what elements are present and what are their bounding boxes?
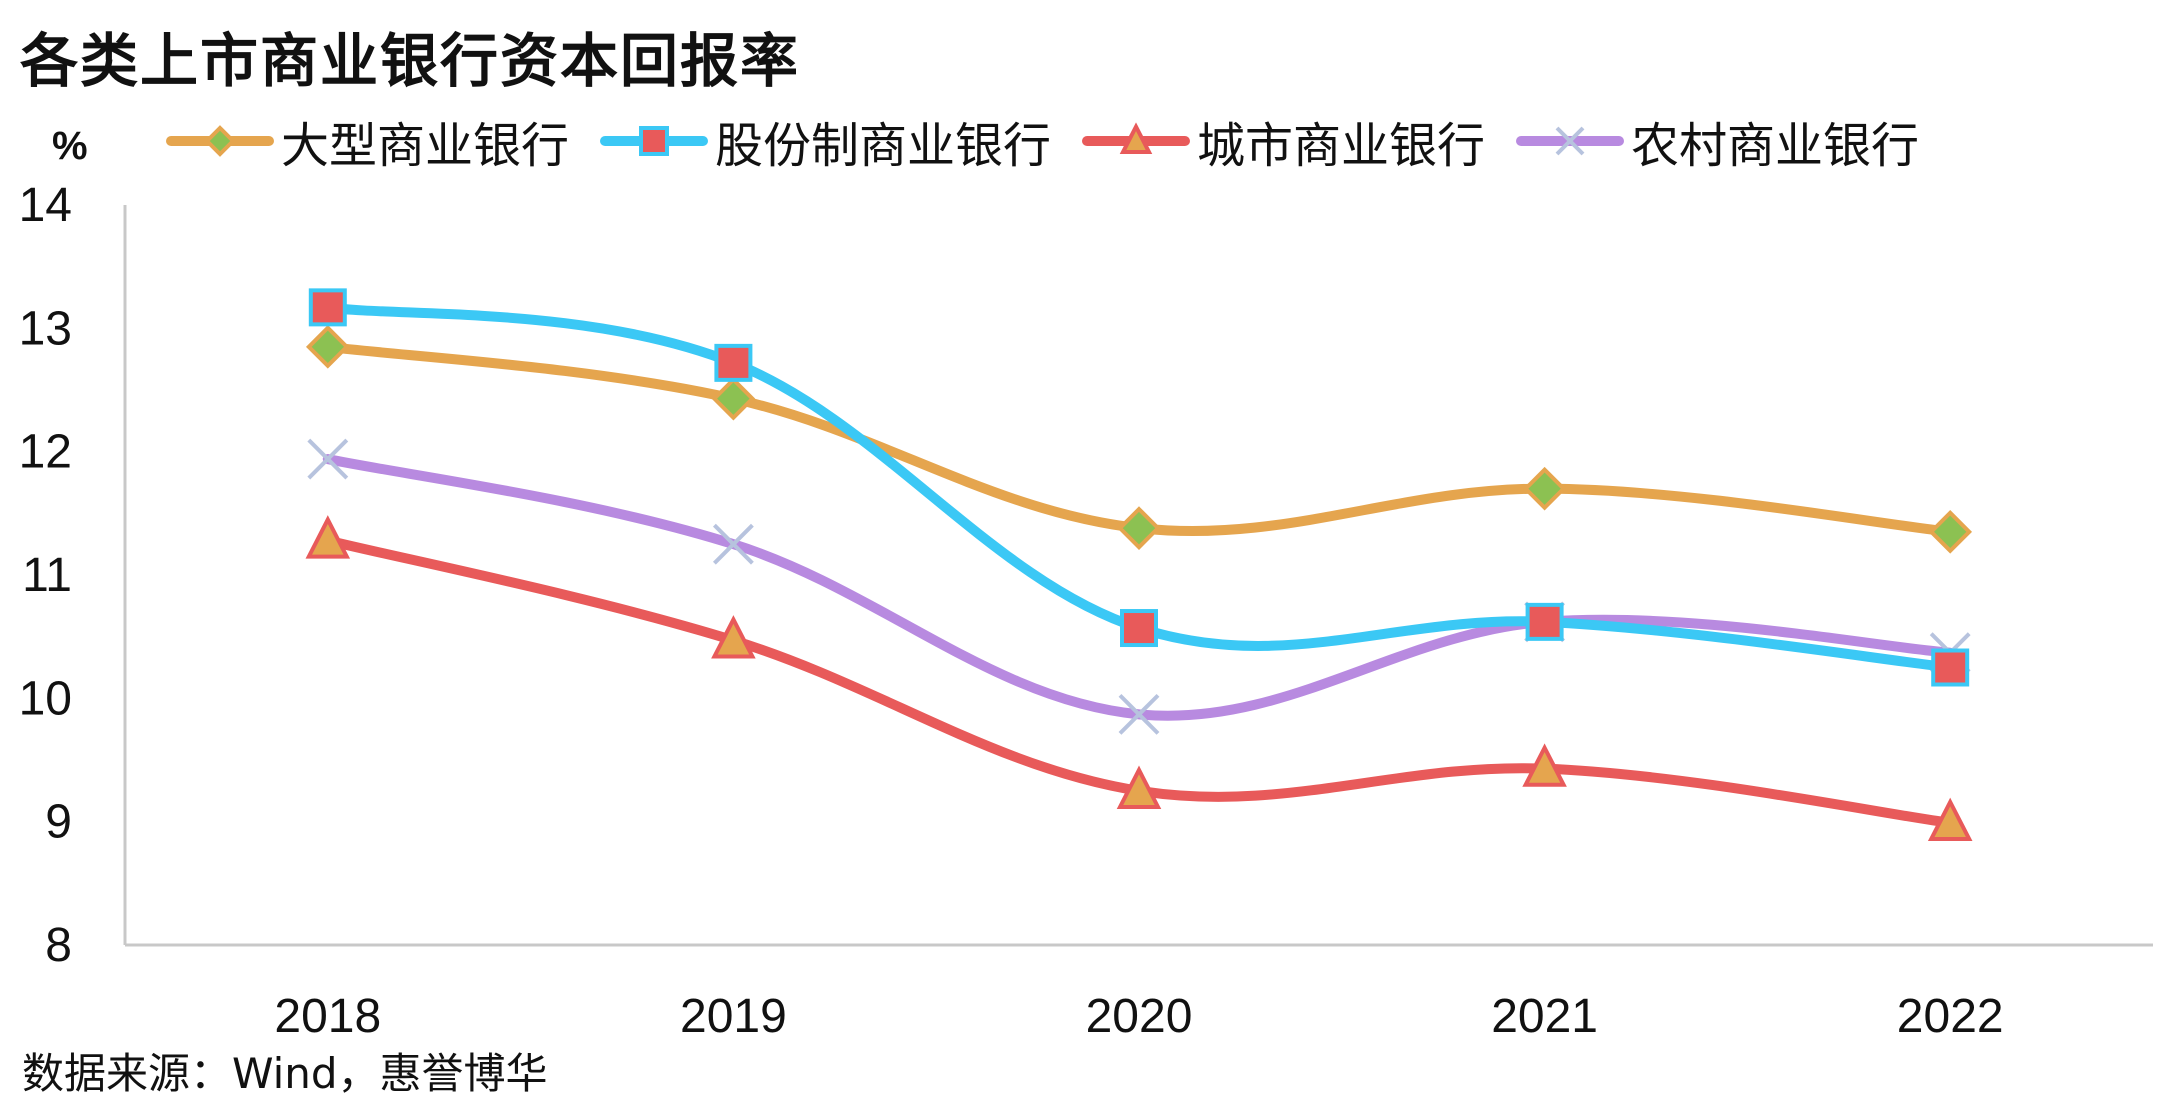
legend-swatch <box>1516 126 1625 156</box>
legend-marker <box>1555 126 1585 156</box>
y-tick-label: 10 <box>19 672 72 725</box>
legend-item: 股份制商业银行 <box>599 106 1051 176</box>
series-0 <box>305 325 1973 554</box>
data-point-marker <box>711 615 756 659</box>
legend-item: 大型商业银行 <box>165 106 569 176</box>
data-point-marker <box>1118 693 1160 735</box>
legend-swatch <box>600 126 709 156</box>
x-tick-label: 2018 <box>274 990 381 1040</box>
legend: 大型商业银行 股份制商业银行 城市商业银行 农村商业银行 <box>165 108 1949 174</box>
legend-label: 大型商业银行 <box>281 118 570 174</box>
legend-swatch <box>166 125 274 157</box>
data-point-marker <box>1522 466 1567 511</box>
series-3 <box>307 438 1971 735</box>
data-point-marker <box>1928 510 1973 554</box>
data-point-marker <box>1116 765 1162 809</box>
chart-title: 各类上市商业银行资本回报率 <box>20 27 801 95</box>
legend-label: 农村商业银行 <box>1631 118 1920 174</box>
data-point-marker <box>1525 602 1564 641</box>
legend-label: 城市商业银行 <box>1197 118 1486 174</box>
data-point-marker <box>1120 609 1158 648</box>
line-chart: 8 9 10 11 12 13 14 2018 2019 2020 2021 2022 <box>19 179 2153 1040</box>
legend-item: 城市商业银行 <box>1081 106 1485 176</box>
series-1 <box>308 288 1970 687</box>
legend-label: 股份制商业银行 <box>715 118 1052 174</box>
data-point-marker <box>1931 648 1970 687</box>
x-tick-label: 2022 <box>1897 990 2004 1040</box>
legend-marker <box>204 125 236 157</box>
x-tick-label: 2019 <box>680 990 787 1040</box>
data-point-marker <box>308 288 347 327</box>
x-tick-label: 2020 <box>1086 990 1193 1040</box>
data-point-marker <box>307 438 349 480</box>
data-point-marker <box>1117 506 1161 550</box>
y-tick-label: 13 <box>19 302 72 355</box>
source-note: 数据来源：Wind，惠誉博华 <box>22 1049 548 1098</box>
series-2 <box>305 515 1973 842</box>
data-point-marker <box>712 523 754 565</box>
y-tick-label: 8 <box>45 919 72 972</box>
legend-swatch <box>1082 122 1191 155</box>
data-point-marker <box>714 343 753 382</box>
y-tick-label: 9 <box>45 796 72 849</box>
y-unit-label: % <box>52 124 88 168</box>
legend-marker <box>639 126 670 156</box>
data-point-marker <box>305 325 350 369</box>
data-point-marker <box>711 376 756 421</box>
data-point-marker <box>1927 797 1973 842</box>
y-tick-label: 11 <box>22 549 72 602</box>
y-tick-label: 12 <box>19 426 72 479</box>
y-tick-label: 14 <box>19 179 72 232</box>
x-tick-label: 2021 <box>1491 990 1598 1040</box>
data-point-marker <box>305 515 351 559</box>
legend-item: 农村商业银行 <box>1515 106 1919 176</box>
legend-marker <box>1119 122 1153 155</box>
data-point-marker <box>1522 743 1567 787</box>
